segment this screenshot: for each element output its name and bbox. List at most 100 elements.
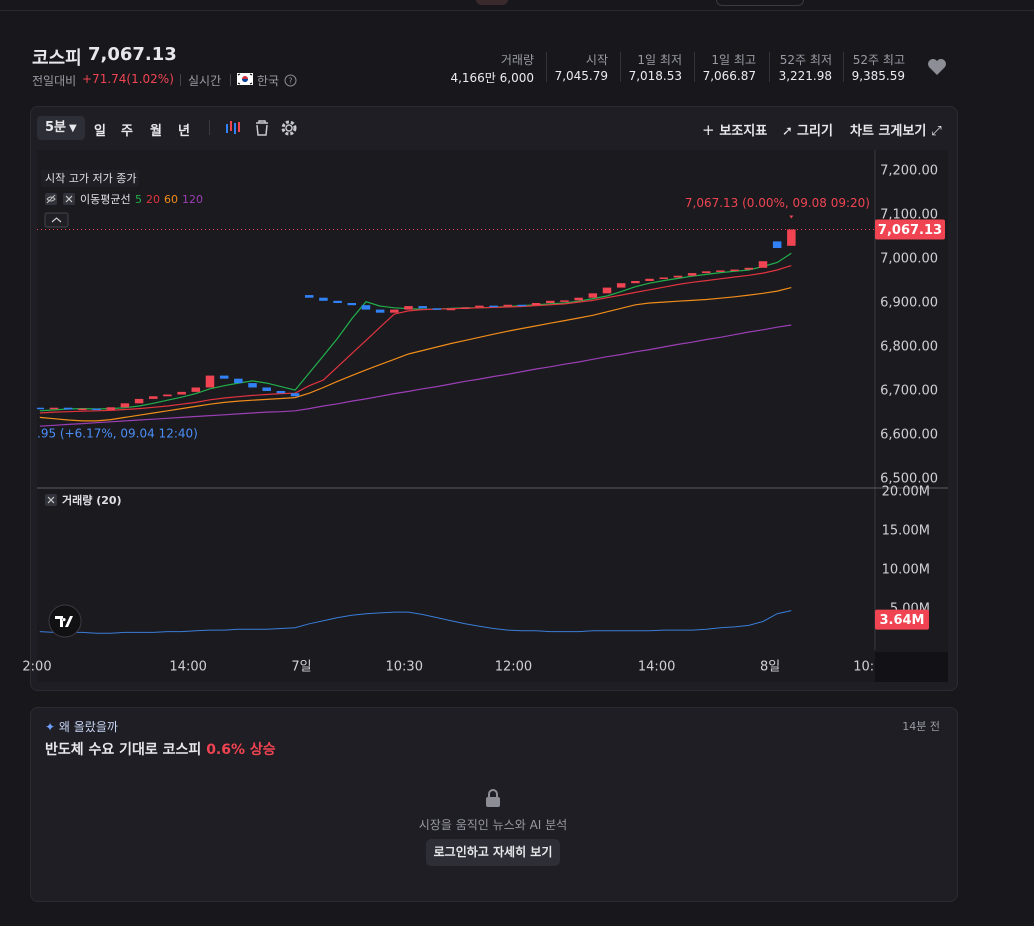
x-tick-label: 12:00 xyxy=(495,660,532,675)
stat-value: 9,385.59 xyxy=(851,69,905,83)
top-divider xyxy=(0,10,1034,11)
x-tick-label: 14:00 xyxy=(638,660,675,675)
index-title: 코스피 xyxy=(32,48,82,69)
candle xyxy=(702,271,711,274)
top-tab[interactable] xyxy=(476,0,508,5)
draw-label: 그리기 xyxy=(797,124,833,139)
ma-line xyxy=(39,252,792,412)
interval-select[interactable]: 5분 ▼ xyxy=(37,116,85,140)
stat-label: 1일 최고 xyxy=(711,53,756,67)
tv-logo xyxy=(48,604,82,638)
candle xyxy=(716,270,725,272)
favorite-button[interactable] xyxy=(926,57,948,77)
chart-tools[interactable] xyxy=(225,119,305,137)
y-tick-label: 6,600.00 xyxy=(880,428,938,443)
divider xyxy=(620,52,621,82)
candle xyxy=(730,269,739,272)
ma-legend-item: 120 xyxy=(182,193,203,206)
draw-button[interactable]: ➚ 그리기 xyxy=(782,124,833,139)
help-icon[interactable]: ? xyxy=(284,74,297,87)
divider xyxy=(843,52,844,82)
volume-tick-label: 20.00M xyxy=(882,485,930,500)
candle xyxy=(304,295,314,298)
candle xyxy=(49,407,59,410)
axis-corner xyxy=(875,652,948,682)
stat-label: 52주 최저 xyxy=(779,53,832,67)
y-tick-label: 7,000.00 xyxy=(880,252,938,267)
candle xyxy=(631,281,640,284)
candle xyxy=(787,229,796,246)
candle xyxy=(205,375,215,388)
expand-button[interactable]: 차트 크게보기 ⤢ xyxy=(850,124,942,139)
last-price-box xyxy=(875,219,945,240)
candle xyxy=(177,391,186,395)
y-tick-label: 6,500.00 xyxy=(880,472,938,487)
indicator-button[interactable]: + 보조지표 xyxy=(702,121,768,139)
legend-box xyxy=(41,170,139,187)
login-button[interactable]: 로그인하고 자세히 보기 xyxy=(426,839,560,866)
market: 한국 xyxy=(257,74,280,88)
candle xyxy=(744,267,754,270)
x-tick-label: 10: xyxy=(853,660,874,675)
candle xyxy=(191,387,201,392)
candle xyxy=(333,300,342,303)
candle xyxy=(418,306,427,309)
candle xyxy=(106,407,115,410)
insight-time: 14분 전 xyxy=(902,720,940,733)
period-button[interactable]: 년 xyxy=(178,124,190,139)
low-annotation: .95 (+6.17%, 09.04 12:40) xyxy=(37,427,198,441)
candle xyxy=(234,378,243,384)
locked-text: 시장을 움직인 뉴스와 AI 분석 xyxy=(418,818,568,832)
candle xyxy=(432,308,442,310)
candle xyxy=(489,305,498,308)
candle xyxy=(772,241,782,248)
candle xyxy=(560,300,569,302)
candle xyxy=(460,307,470,309)
x-tick-label: 10:30 xyxy=(386,660,423,675)
interval-label: 5분 xyxy=(45,120,67,135)
candle xyxy=(673,275,683,278)
ma-legend: 이동평균선 xyxy=(80,193,131,206)
ohlc-legend: 시작 고가 저가 종가 xyxy=(45,172,136,185)
close-icon xyxy=(47,496,55,504)
y-tick-label: 7,100.00 xyxy=(880,208,938,223)
candle xyxy=(616,283,626,288)
candle xyxy=(446,308,456,311)
stat-value: 7,045.79 xyxy=(554,69,608,83)
hide-icon xyxy=(46,194,56,204)
period-button[interactable]: 월 xyxy=(150,124,162,139)
candle xyxy=(546,300,555,303)
candle xyxy=(319,297,328,301)
y-tick-label: 6,800.00 xyxy=(880,340,938,355)
headline-text: 반도체 수요 기대로 코스피 xyxy=(45,742,207,758)
candle xyxy=(758,261,768,268)
volume-legend: 거래량 (20) xyxy=(62,493,122,507)
plot-background xyxy=(37,150,948,682)
candle xyxy=(37,407,45,410)
candle xyxy=(120,403,130,408)
candle xyxy=(588,293,598,298)
candle xyxy=(92,408,101,411)
candle xyxy=(687,273,697,276)
flag xyxy=(237,73,253,85)
index-price: 7,067.13 xyxy=(88,44,177,65)
stat-label: 52주 최고 xyxy=(852,53,905,67)
ma-legend-item: 5 xyxy=(135,193,142,206)
collapse-button xyxy=(44,212,69,228)
period-button[interactable]: 일 xyxy=(94,124,106,139)
stat-value: 7,018.53 xyxy=(628,69,682,83)
divider xyxy=(694,52,695,82)
candle xyxy=(645,278,654,281)
insight-tag-text: 왜 올랐을까 xyxy=(58,720,118,734)
collapse-icon xyxy=(51,217,62,223)
candle xyxy=(276,391,286,394)
headline-highlight: 0.6% 상승 xyxy=(206,742,276,758)
candle xyxy=(78,408,87,411)
period-button[interactable]: 주 xyxy=(121,124,133,139)
candle xyxy=(390,309,399,313)
x-tick-label: 8일 xyxy=(760,660,780,675)
tv-logo-mark xyxy=(55,616,73,627)
stat-value: 4,166만 6,000 xyxy=(450,71,534,85)
